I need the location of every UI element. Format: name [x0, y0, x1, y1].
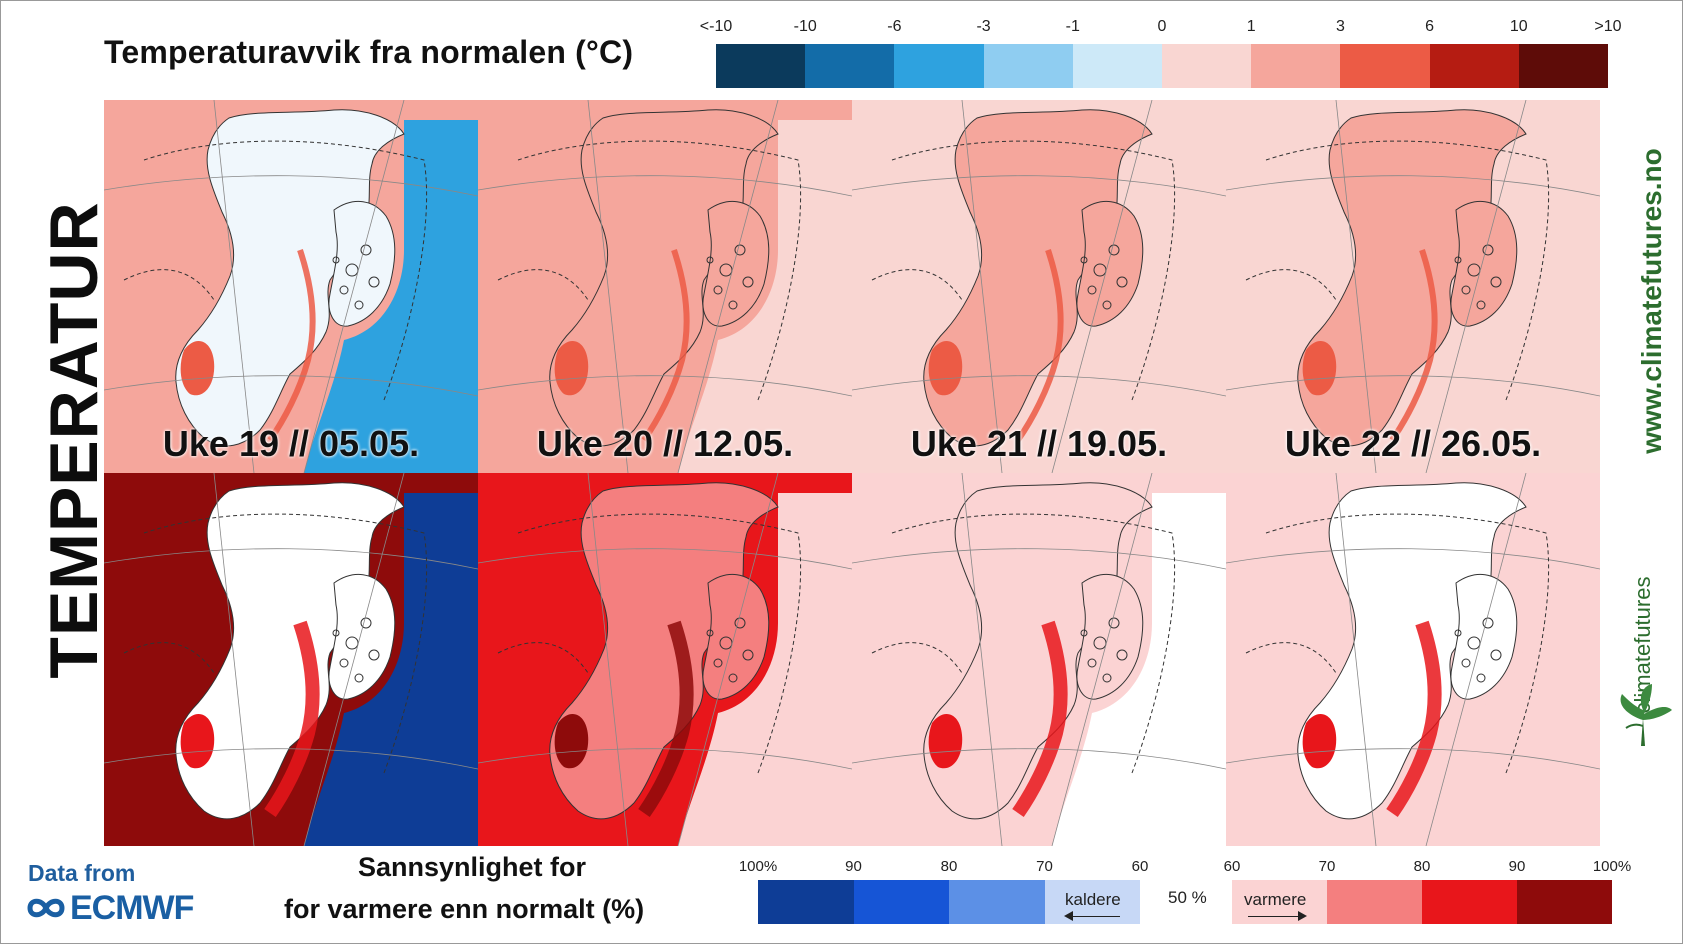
probability-warmer-tick: 100% [1592, 858, 1632, 875]
climatefutures-logo: climatefutures [1608, 540, 1678, 750]
temperature-scale-swatch [1072, 44, 1162, 88]
warmer-probability-map [852, 473, 1226, 846]
map-canvas [1226, 100, 1600, 473]
probability-colder-tick: 70 [1036, 858, 1053, 875]
probability-warmer-swatch [1327, 880, 1422, 924]
map-canvas [104, 473, 478, 846]
side-title: TEMPERATUR [36, 201, 112, 679]
temperature-scale-tick: -1 [1065, 18, 1080, 35]
forecast-map-grid: Uke 19 // 05.05. Uke 20 // 12.05. Uke 21 /… [104, 100, 1602, 846]
temperature-scale-tick: >10 [1594, 18, 1622, 35]
warmer-arrow-head [1298, 911, 1307, 921]
tree-icon [1620, 684, 1672, 746]
probability-colder-ticks: 100% 90 80 70 60 [739, 858, 1149, 876]
colder-arrow [1068, 916, 1120, 917]
week-label: Uke 19 // 05.05. [162, 423, 420, 464]
ecmwf-logo: ECMWF [26, 888, 194, 928]
temperature-scale-ticks: <-10 -10 -6 -3 -1 0 1 3 6 10 >10 [700, 18, 1622, 38]
data-from-label: Data from [28, 860, 136, 886]
map-canvas [852, 100, 1226, 473]
temperature-anomaly-map [1226, 100, 1600, 473]
temperature-anomaly-map [852, 100, 1226, 473]
temperature-color-scale [716, 44, 1608, 88]
probability-label-line1: Sannsynlighet for [358, 852, 587, 882]
map-canvas [1226, 473, 1600, 846]
probability-warmer-ticks: 60 70 80 90 100% [1224, 858, 1632, 876]
probability-warmer-swatch [1517, 880, 1612, 924]
temperature-scale-swatch [1251, 44, 1341, 88]
probability-warmer-swatch [1422, 880, 1517, 924]
temperature-scale-swatch [1429, 44, 1519, 88]
probability-colder-tick: 100% [738, 858, 778, 875]
temperature-scale-tick: 10 [1509, 18, 1528, 35]
warmer-probability-map [478, 473, 852, 846]
probability-warmer-tick: 70 [1318, 858, 1336, 875]
probability-colder-swatch [853, 880, 949, 924]
temperature-scale-swatch [894, 44, 984, 88]
probability-label-line2: for varmere enn normalt (%) [284, 894, 645, 924]
temperature-scale-tick: 0 [1157, 18, 1167, 35]
warmer-arrow [1248, 916, 1298, 917]
week-label: Uke 22 // 26.05. [1284, 423, 1542, 464]
temperature-scale-tick: 3 [1335, 18, 1345, 35]
temperature-scale-swatch [805, 44, 895, 88]
temperature-scale-swatch [1161, 44, 1252, 88]
temperature-scale-tick: -10 [793, 18, 817, 35]
map-canvas [478, 100, 852, 473]
warmer-label: varmere [1244, 890, 1307, 909]
temperature-scale-swatch [1518, 44, 1608, 88]
temperature-scale-tick: 1 [1246, 18, 1256, 35]
figure-title: Temperaturavvik fra normalen (°C) [104, 34, 634, 70]
temperature-scale-tick: <-10 [699, 18, 733, 35]
week-label: Uke 20 // 12.05. [536, 423, 794, 464]
temperature-anomaly-map [478, 100, 852, 473]
probability-colder-scale [758, 880, 1140, 924]
map-canvas [104, 100, 478, 473]
temperature-scale-swatch [716, 44, 806, 88]
temperature-scale-tick: -6 [887, 18, 902, 35]
colder-arrow-head [1064, 911, 1073, 921]
fifty-percent-label: 50 % [1168, 888, 1207, 907]
probability-colder-swatch [758, 880, 854, 924]
week-label: Uke 21 // 19.05. [910, 423, 1168, 464]
temperature-scale-tick: 6 [1425, 18, 1435, 35]
ecmwf-text: ECMWF [70, 888, 194, 927]
ecmwf-symbol-icon [27, 898, 65, 918]
probability-warmer-tick: 60 [1223, 858, 1241, 875]
probability-colder-tick: 90 [845, 858, 862, 875]
map-canvas [852, 473, 1226, 846]
temperature-anomaly-map [104, 100, 478, 473]
warmer-probability-map [1226, 473, 1600, 846]
temperature-scale-swatch [983, 44, 1073, 88]
map-canvas [478, 473, 852, 846]
temperature-scale-tick: -3 [976, 18, 991, 35]
probability-colder-tick: 80 [940, 858, 958, 875]
probability-warmer-tick: 90 [1508, 858, 1526, 875]
probability-colder-swatch [949, 880, 1045, 924]
temperature-scale-swatch [1340, 44, 1430, 88]
probability-warmer-tick: 80 [1413, 858, 1431, 875]
probability-colder-tick: 60 [1131, 858, 1149, 875]
website-label: www.climatefutures.no [1636, 148, 1667, 454]
colder-label: kaldere [1065, 890, 1121, 909]
warmer-probability-map [104, 473, 478, 846]
